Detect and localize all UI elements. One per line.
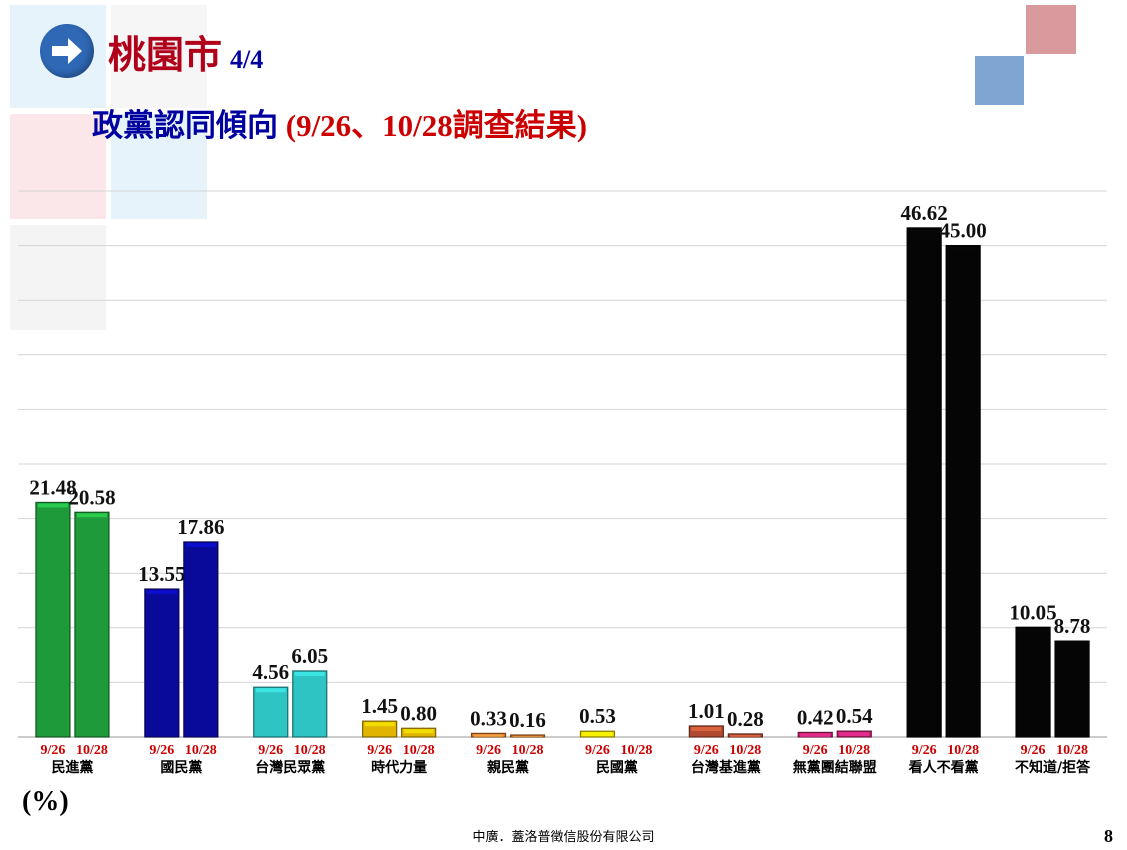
- deco-square-white: [111, 5, 207, 108]
- data-label: 0.54: [836, 704, 873, 728]
- data-label: 20.58: [68, 485, 115, 509]
- survey-date-label: 10/28: [1056, 743, 1088, 758]
- data-label: 0.42: [797, 705, 834, 729]
- bar-highlight: [37, 503, 68, 508]
- data-label: 6.05: [291, 644, 328, 668]
- survey-date-label: 9/26: [585, 743, 610, 758]
- chart-subtitle: 政黨認同傾向 (9/26、10/28調查結果): [92, 100, 587, 145]
- bar-highlight: [255, 688, 286, 693]
- bar-highlight: [512, 736, 543, 737]
- survey-date-label: 10/28: [76, 743, 108, 758]
- bar-highlight: [76, 513, 107, 518]
- survey-date-label: 9/26: [476, 743, 501, 758]
- footer-company: 中廣．蓋洛普徵信股份有限公司: [472, 830, 655, 845]
- category-label: 民國黨: [596, 759, 638, 776]
- data-label: 0.80: [400, 701, 437, 725]
- bar-highlight: [146, 590, 177, 595]
- data-label: 17.86: [177, 515, 224, 539]
- bar: [253, 686, 289, 738]
- bar: [945, 245, 981, 738]
- deco-square-light-pink: [10, 114, 106, 219]
- bar-highlight: [403, 729, 434, 734]
- bar-highlight: [364, 722, 395, 727]
- survey-date-label: 9/26: [694, 743, 719, 758]
- category-label: 親民黨: [487, 759, 529, 776]
- survey-date-label: 10/28: [947, 743, 979, 758]
- bar: [144, 588, 180, 738]
- bar: [35, 501, 71, 738]
- bar-highlight: [1057, 642, 1088, 647]
- deco-square-light-cyan: [111, 114, 207, 219]
- survey-date-label: 9/26: [803, 743, 828, 758]
- survey-date-label: 9/26: [367, 743, 392, 758]
- data-label: 0.16: [509, 708, 546, 732]
- bar-highlight: [294, 671, 325, 676]
- bar: [906, 227, 942, 738]
- bar-highlight: [730, 734, 761, 737]
- category-label: 民進黨: [51, 759, 93, 776]
- survey-date-label: 10/28: [838, 743, 870, 758]
- survey-date-label: 9/26: [41, 743, 66, 758]
- category-label: 無黨團結聯盟: [793, 759, 877, 776]
- deco-square-rose: [1026, 5, 1076, 54]
- category-label: 時代力量: [371, 759, 427, 776]
- bar: [1054, 640, 1090, 738]
- bar-highlight: [909, 228, 940, 233]
- data-label: 0.28: [727, 707, 764, 731]
- bar-highlight: [582, 732, 613, 737]
- data-label: 4.56: [252, 660, 289, 684]
- data-label: 1.45: [361, 694, 398, 718]
- survey-date-label: 10/28: [185, 743, 217, 758]
- subtitle-survey-dates: (9/26、10/28調查結果): [285, 108, 588, 143]
- bar-highlight: [691, 726, 722, 731]
- deco-square-blue: [975, 56, 1024, 105]
- survey-date-label: 10/28: [294, 743, 326, 758]
- bar: [688, 725, 724, 738]
- bar-highlight: [1018, 628, 1049, 633]
- bar: [183, 541, 219, 738]
- survey-date-label: 10/28: [621, 743, 653, 758]
- bar: [74, 511, 110, 738]
- page-number: 8: [1104, 826, 1113, 846]
- page-part: 4/4: [230, 45, 264, 74]
- category-label: 國民黨: [160, 759, 202, 776]
- subtitle-main: 政黨認同傾向: [92, 108, 278, 144]
- deco-square-grey: [10, 225, 106, 330]
- bar-highlight: [185, 542, 216, 547]
- bar-highlight: [800, 733, 831, 737]
- data-label: 45.00: [940, 219, 987, 243]
- survey-date-label: 10/28: [403, 743, 435, 758]
- data-label: 10.05: [1009, 600, 1056, 624]
- bar-highlight: [839, 732, 870, 737]
- data-label: 21.48: [29, 475, 76, 499]
- data-label: 0.33: [470, 706, 507, 730]
- data-label: 13.55: [138, 562, 185, 586]
- bar: [292, 670, 328, 738]
- survey-date-label: 9/26: [912, 743, 937, 758]
- data-label: 1.01: [688, 699, 725, 723]
- unit-label: (%): [22, 786, 69, 817]
- survey-date-label: 9/26: [258, 743, 283, 758]
- category-label: 台灣民眾黨: [255, 759, 325, 776]
- data-label: 8.78: [1054, 614, 1091, 638]
- category-label: 看人不看黨: [908, 759, 979, 776]
- category-label: 不知道/拒答: [1015, 759, 1091, 776]
- data-label: 0.53: [579, 704, 616, 728]
- category-label: 台灣基進黨: [691, 759, 761, 776]
- page-title: 桃園市 4/4: [108, 24, 263, 79]
- survey-date-label: 9/26: [149, 743, 174, 758]
- bar-highlight: [473, 734, 504, 737]
- survey-date-label: 10/28: [729, 743, 761, 758]
- bar: [1015, 626, 1051, 738]
- data-label: 46.62: [901, 201, 948, 225]
- survey-date-label: 10/28: [512, 743, 544, 758]
- arrow-right-icon: [40, 24, 94, 78]
- survey-date-label: 9/26: [1021, 743, 1046, 758]
- city-name: 桃園市: [108, 33, 223, 77]
- bar-highlight: [948, 246, 979, 251]
